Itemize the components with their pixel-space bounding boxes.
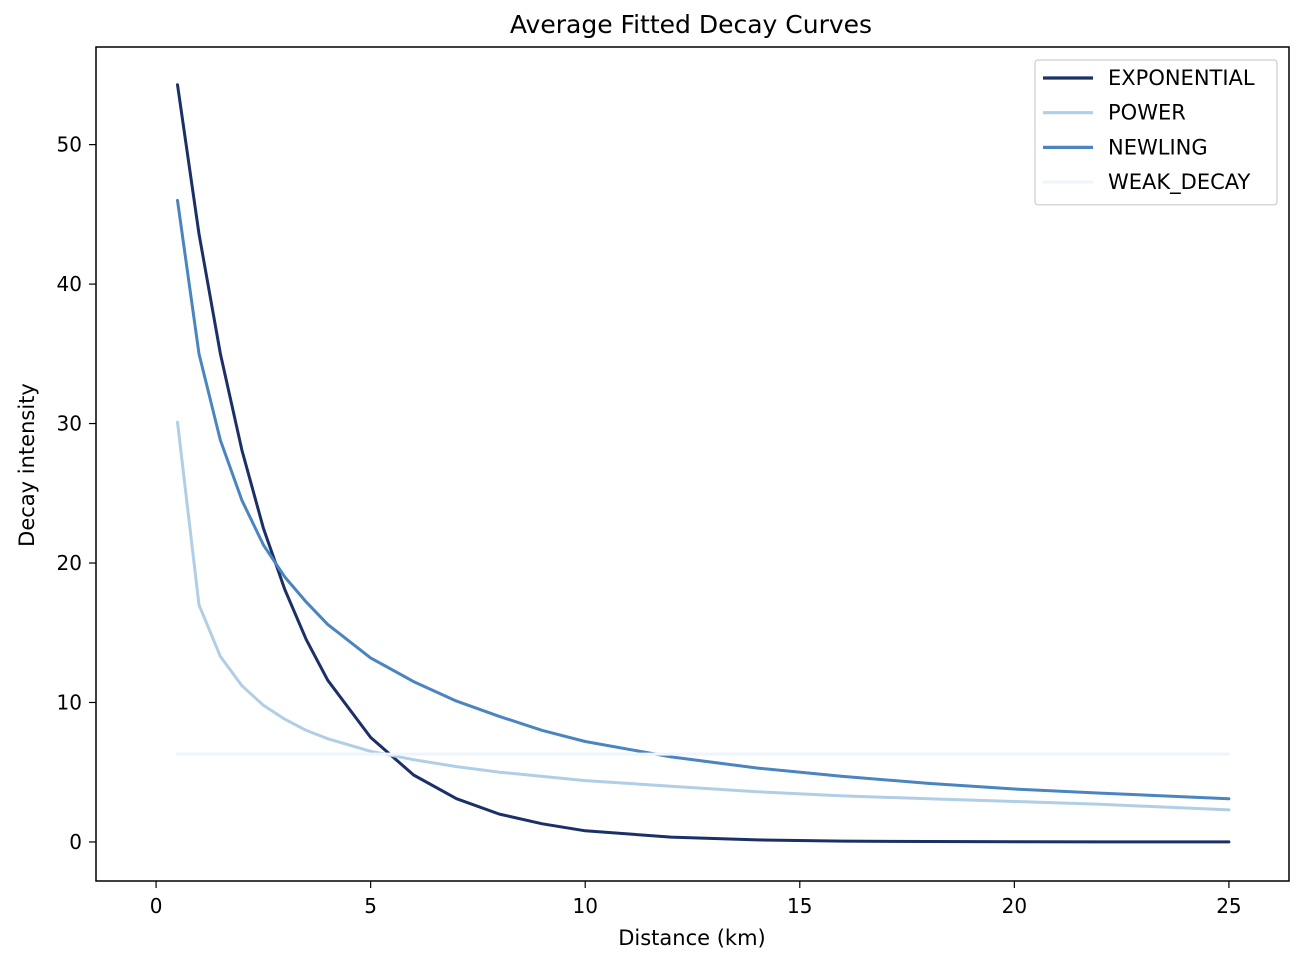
x-tick-label: 25 bbox=[1216, 894, 1241, 918]
y-tick-label: 50 bbox=[57, 133, 82, 157]
y-tick-label: 20 bbox=[57, 551, 82, 575]
series-line-power bbox=[176, 420, 1231, 812]
plot-area bbox=[176, 83, 1231, 844]
chart-title: Average Fitted Decay Curves bbox=[510, 10, 872, 39]
y-tick-label: 10 bbox=[57, 690, 82, 714]
x-tick-label: 10 bbox=[572, 894, 597, 918]
legend-label-power: POWER bbox=[1108, 101, 1186, 125]
x-tick-label: 20 bbox=[1002, 894, 1027, 918]
x-axis: 0 5 10 15 20 25 bbox=[150, 881, 1242, 918]
x-tick-label: 0 bbox=[150, 894, 163, 918]
x-axis-title: Distance (km) bbox=[618, 926, 766, 950]
legend-label-weak-decay: WEAK_DECAY bbox=[1108, 170, 1251, 195]
y-tick-label: 0 bbox=[69, 830, 82, 854]
legend-label-newling: NEWLING bbox=[1108, 135, 1208, 159]
y-axis: 0 10 20 30 40 50 bbox=[57, 133, 96, 854]
series-line-newling bbox=[176, 198, 1231, 801]
legend: EXPONENTIAL POWER NEWLING WEAK_DECAY bbox=[1034, 59, 1278, 206]
legend-label-exponential: EXPONENTIAL bbox=[1108, 66, 1255, 90]
x-tick-label: 15 bbox=[787, 894, 812, 918]
x-tick-label: 5 bbox=[364, 894, 377, 918]
legend-box bbox=[1034, 59, 1278, 206]
series-line-exponential bbox=[176, 83, 1231, 844]
y-tick-label: 30 bbox=[57, 412, 82, 436]
plot-frame bbox=[95, 46, 1290, 882]
y-tick-label: 40 bbox=[57, 272, 82, 296]
y-axis-title: Decay intensity bbox=[15, 383, 39, 547]
